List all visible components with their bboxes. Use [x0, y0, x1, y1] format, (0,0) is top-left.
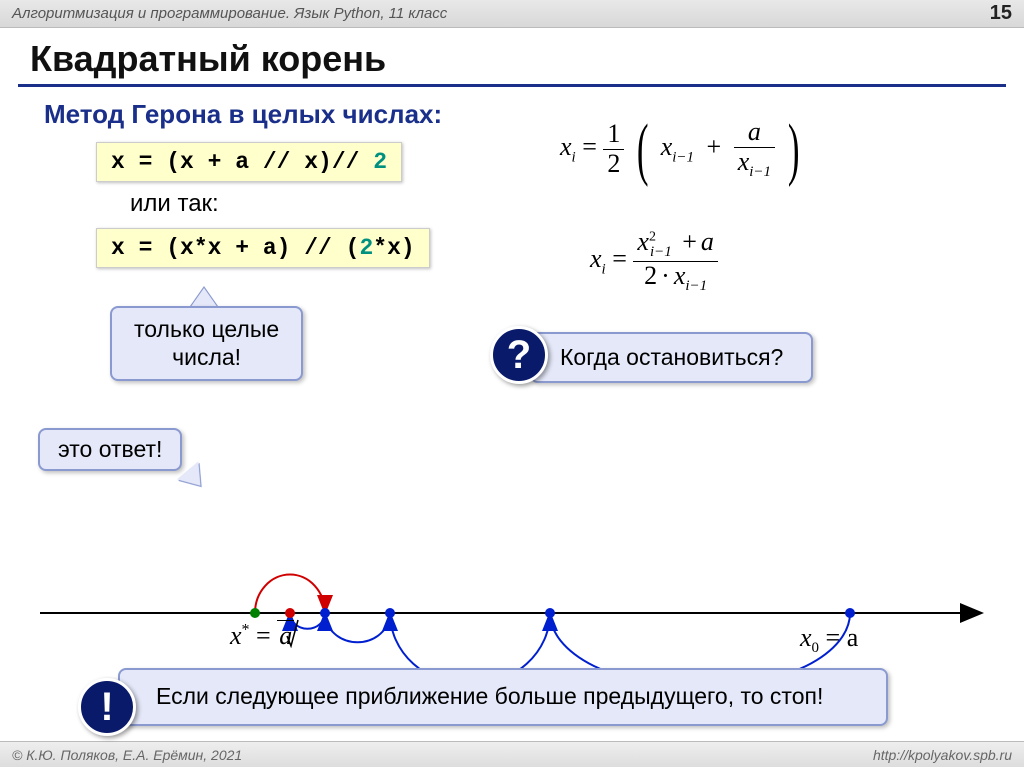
code2-post: *x)	[373, 235, 414, 261]
question-badge: ?	[490, 326, 548, 384]
code2-pre: x = (x*x + a) // (	[111, 235, 359, 261]
question-mark-icon: ?	[507, 333, 531, 378]
title-underline	[18, 84, 1006, 87]
code-box-1: x = (x + a // x)// 2	[96, 142, 402, 182]
page-number: 15	[990, 2, 1012, 25]
code2-num: 2	[359, 235, 373, 261]
exclaim-badge: !	[78, 678, 136, 736]
footer-left: © К.Ю. Поляков, Е.А. Ерёмин, 2021	[12, 747, 242, 763]
callout-when-stop: Когда остановиться?	[530, 332, 813, 383]
subtitle: Метод Герона в целых числах:	[0, 99, 1024, 138]
callout-pointer-1	[190, 288, 218, 308]
page-title: Квадратный корень	[0, 28, 1024, 84]
course-title: Алгоритмизация и программирование. Язык …	[12, 5, 447, 22]
code-box-2: x = (x*x + a) // (2*x)	[96, 228, 430, 268]
or-label: или так:	[130, 190, 219, 218]
formula-1: xi = 12 ( xi−1 + axi−1 )	[560, 118, 805, 180]
callout-pointer-2	[177, 461, 211, 494]
code1-num: 2	[373, 149, 387, 175]
exclaim-mark-icon: !	[100, 685, 113, 730]
content-area: x = (x + a // x)// 2 или так: x = (x*x +…	[0, 138, 1024, 778]
callout-only-integers: только целые числа!	[110, 306, 303, 381]
formula-2: xi = x2i−1 +a 2·xi−1	[590, 228, 718, 294]
footer-right: http://kpolyakov.spb.ru	[873, 747, 1012, 763]
footer-bar: © К.Ю. Поляков, Е.А. Ерёмин, 2021 http:/…	[0, 741, 1024, 767]
header-bar: Алгоритмизация и программирование. Язык …	[0, 0, 1024, 28]
callout-stop-rule: Если следующее приближение больше предыд…	[118, 668, 888, 726]
xstar-label: x* = a	[230, 621, 294, 651]
code1-pre: x = (x + a // x)//	[111, 149, 373, 175]
callout-answer: это ответ!	[38, 428, 182, 471]
x0-label: x0 = a	[800, 623, 858, 657]
